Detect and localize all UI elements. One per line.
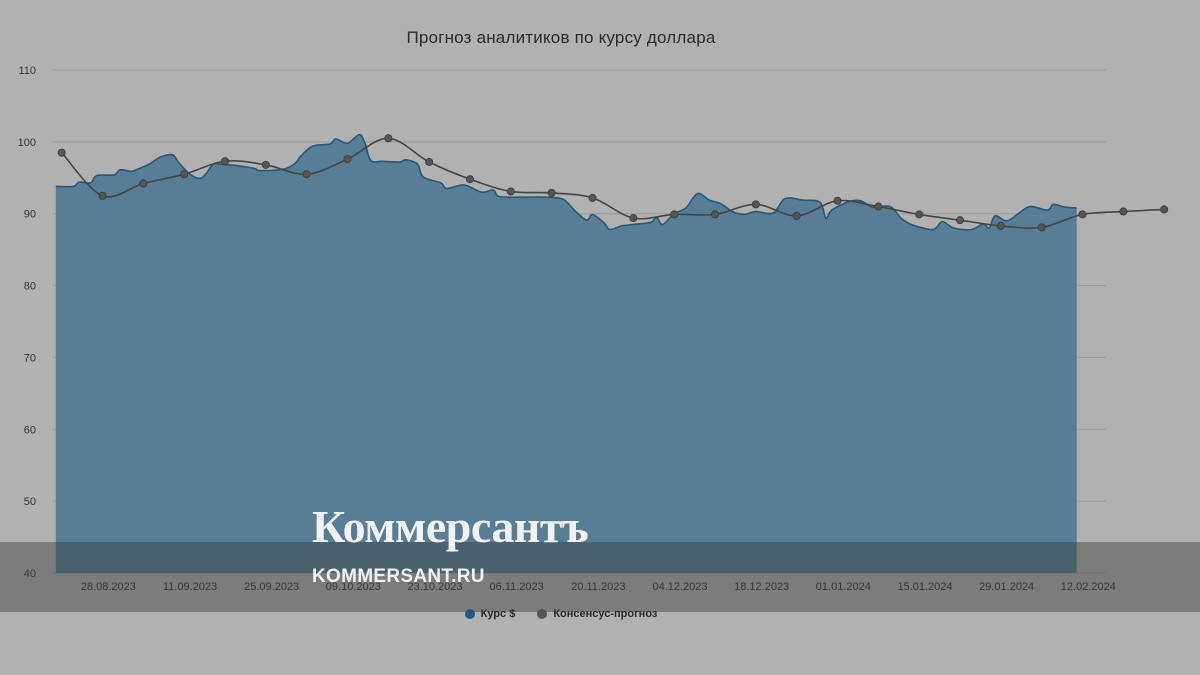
x-tick-label: 04.12.2023 bbox=[652, 581, 707, 593]
consensus-point bbox=[506, 187, 515, 196]
consensus-point bbox=[1160, 205, 1169, 214]
consensus-point bbox=[425, 157, 434, 166]
consensus-point bbox=[139, 179, 148, 188]
y-tick-label: 90 bbox=[24, 209, 36, 221]
x-tick-label: 11.09.2023 bbox=[163, 581, 217, 593]
consensus-point bbox=[915, 210, 924, 219]
chart-title: Прогноз аналитиков по курсу доллара bbox=[406, 28, 716, 47]
y-tick-label: 40 bbox=[24, 568, 36, 580]
y-tick-label: 80 bbox=[24, 281, 36, 293]
consensus-point bbox=[1037, 223, 1046, 232]
consensus-point bbox=[833, 196, 842, 205]
x-tick-label: 15.01.2024 bbox=[897, 581, 952, 593]
consensus-point bbox=[1119, 207, 1128, 216]
y-tick-label: 50 bbox=[24, 496, 36, 508]
x-tick-label: 06.11.2023 bbox=[490, 581, 544, 593]
rate-area-series[interactable] bbox=[55, 133, 1077, 573]
x-tick-label: 09.10.2023 bbox=[326, 581, 381, 593]
consensus-point bbox=[220, 157, 229, 166]
x-tick-label: 01.01.2024 bbox=[816, 581, 871, 593]
x-tick-label: 29.01.2024 bbox=[979, 581, 1034, 593]
consensus-point bbox=[261, 160, 270, 169]
consensus-point bbox=[302, 170, 311, 179]
x-axis-ticks: 28.08.2023 11.09.2023 25.09.2023 09.10.2023… bbox=[81, 581, 1116, 593]
consensus-point bbox=[670, 210, 679, 219]
consensus-point bbox=[629, 214, 638, 223]
chart-legend: Курс $ Консенсус-прогноз bbox=[0, 608, 1122, 620]
legend-label-consensus: Консенсус-прогноз bbox=[553, 608, 658, 620]
consensus-point bbox=[1078, 210, 1087, 219]
consensus-line-series[interactable] bbox=[57, 134, 1169, 232]
x-tick-label: 20.11.2023 bbox=[571, 581, 625, 593]
consensus-point bbox=[588, 193, 597, 202]
legend-marker-consensus bbox=[537, 609, 548, 619]
watermark-url: KOMMERSANT.RU bbox=[312, 566, 485, 587]
y-tick-label: 110 bbox=[18, 65, 36, 77]
consensus-point bbox=[180, 170, 189, 179]
consensus-point bbox=[343, 155, 352, 164]
x-tick-label: 12.02.2024 bbox=[1061, 581, 1116, 593]
legend-item-consensus[interactable]: Консенсус-прогноз bbox=[537, 608, 657, 620]
consensus-point bbox=[956, 216, 965, 225]
consensus-point bbox=[996, 221, 1005, 230]
x-tick-label: 23.10.2023 bbox=[407, 581, 462, 593]
consensus-point bbox=[98, 191, 107, 200]
y-tick-label: 70 bbox=[24, 352, 36, 364]
consensus-point bbox=[751, 200, 760, 209]
legend-item-rate[interactable]: Курс $ bbox=[464, 608, 516, 620]
consensus-point bbox=[57, 148, 66, 157]
legend-marker-rate bbox=[464, 609, 475, 619]
consensus-point bbox=[874, 202, 883, 211]
legend-label-rate: Курс $ bbox=[480, 608, 516, 620]
consensus-point bbox=[465, 175, 474, 184]
y-tick-label: 60 bbox=[24, 424, 36, 436]
consensus-point bbox=[547, 188, 556, 197]
x-tick-label: 28.08.2023 bbox=[81, 581, 136, 593]
rate-area-fill bbox=[55, 134, 1077, 573]
watermark-band bbox=[0, 542, 1200, 612]
watermark-logo: Коммерсантъ bbox=[312, 501, 589, 552]
consensus-line bbox=[61, 137, 1165, 229]
rate-line bbox=[55, 133, 1077, 231]
consensus-point bbox=[711, 210, 720, 219]
consensus-point bbox=[792, 211, 801, 220]
x-tick-label: 18.12.2023 bbox=[734, 581, 789, 593]
x-tick-label: 25.09.2023 bbox=[244, 581, 299, 593]
y-axis-ticks: 40 50 60 70 80 90 100 110 bbox=[18, 65, 36, 580]
y-tick-label: 100 bbox=[18, 137, 36, 149]
consensus-point bbox=[384, 134, 393, 143]
